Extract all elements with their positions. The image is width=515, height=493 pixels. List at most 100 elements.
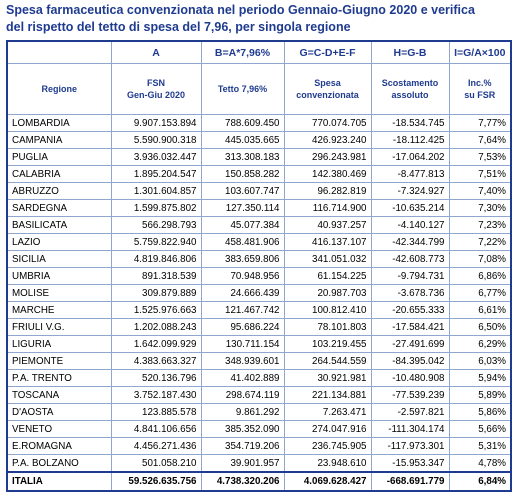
value-cell: 4,78% [448, 454, 512, 473]
column-header: Regione [6, 63, 112, 115]
value-cell: -117.973.301 [370, 437, 450, 455]
value-cell: -27.491.699 [370, 335, 450, 353]
header-cell: A [110, 40, 202, 64]
value-cell: 70.948.956 [200, 267, 285, 285]
value-cell: 5,86% [448, 403, 512, 421]
table-row: CALABRIA 1.895.204.547 150.858.282 142.380.… [6, 165, 512, 183]
value-cell: -10.635.214 [370, 199, 450, 217]
value-cell: -17.064.202 [370, 148, 450, 166]
value-cell: 426.923.240 [283, 131, 372, 149]
table-row: P.A. TRENTO 520.136.796 41.402.889 30.921.9… [6, 369, 512, 387]
value-cell: -9.794.731 [370, 267, 450, 285]
value-cell: 501.058.210 [110, 454, 202, 473]
value-cell: 9.861.292 [200, 403, 285, 421]
value-cell: 309.879.889 [110, 284, 202, 302]
header-codes: A B=A*7,96% G=C-D+E-F H=G-B I=G/A×100 [6, 40, 512, 64]
value-cell: 341.051.032 [283, 250, 372, 268]
value-cell: 7,64% [448, 131, 512, 149]
value-cell: 6,86% [448, 267, 512, 285]
value-cell: 9.907.153.894 [110, 114, 202, 132]
value-cell: 6,84% [448, 471, 512, 492]
value-cell: 4.383.663.327 [110, 352, 202, 370]
value-cell: 891.318.539 [110, 267, 202, 285]
value-cell: 7,53% [448, 148, 512, 166]
value-cell: 7,51% [448, 165, 512, 183]
value-cell: 1.895.204.547 [110, 165, 202, 183]
value-cell: 96.282.819 [283, 182, 372, 200]
value-cell: 142.380.469 [283, 165, 372, 183]
value-cell: 7,40% [448, 182, 512, 200]
value-cell: 6,03% [448, 352, 512, 370]
value-cell: 4.841.106.656 [110, 420, 202, 438]
value-cell: 103.607.747 [200, 182, 285, 200]
header-cell [6, 40, 112, 64]
value-cell: 127.350.114 [200, 199, 285, 217]
value-cell: -8.477.813 [370, 165, 450, 183]
value-cell: -18.534.745 [370, 114, 450, 132]
value-cell: 5,66% [448, 420, 512, 438]
table-row: SARDEGNA 1.599.875.802 127.350.114 116.714.… [6, 199, 512, 217]
table-row: E.ROMAGNA 4.456.271.436 354.719.206 236.745… [6, 437, 512, 455]
table-row: SICILIA 4.819.846.806 383.659.806 341.051.0… [6, 250, 512, 268]
value-cell: 6,77% [448, 284, 512, 302]
value-cell: 7.263.471 [283, 403, 372, 421]
region-cell: PUGLIA [6, 148, 112, 166]
column-header: Scostamento assoluto [370, 63, 450, 115]
region-cell: TOSCANA [6, 386, 112, 404]
table-row: ABRUZZO 1.301.604.857 103.607.747 96.282.81… [6, 182, 512, 200]
table-row: TOSCANA 3.752.187.430 298.674.119 221.134.8… [6, 386, 512, 404]
region-cell: E.ROMAGNA [6, 437, 112, 455]
value-cell: 3.936.032.447 [110, 148, 202, 166]
table-row: D'AOSTA 123.885.578 9.861.292 7.263.471 -2.5… [6, 403, 512, 421]
table-row: CAMPANIA 5.590.900.318 445.035.665 426.923.… [6, 131, 512, 149]
value-cell: 383.659.806 [200, 250, 285, 268]
value-cell: 5.759.822.940 [110, 233, 202, 251]
value-cell: 78.101.803 [283, 318, 372, 336]
value-cell: -17.584.421 [370, 318, 450, 336]
region-cell: FRIULI V.G. [6, 318, 112, 336]
value-cell: 298.674.119 [200, 386, 285, 404]
column-header: Tetto 7,96% [200, 63, 285, 115]
value-cell: -84.395.042 [370, 352, 450, 370]
value-cell: 348.939.601 [200, 352, 285, 370]
value-cell: 116.714.900 [283, 199, 372, 217]
value-cell: -111.304.174 [370, 420, 450, 438]
value-cell: -2.597.821 [370, 403, 450, 421]
value-cell: -42.344.799 [370, 233, 450, 251]
table-row: UMBRIA 891.318.539 70.948.956 61.154.225 -9.… [6, 267, 512, 285]
value-cell: 23.948.610 [283, 454, 372, 473]
value-cell: 103.219.455 [283, 335, 372, 353]
column-header: Inc.% su FSR [448, 63, 512, 115]
value-cell: 6,29% [448, 335, 512, 353]
region-cell: MARCHE [6, 301, 112, 319]
table-row: PIEMONTE 4.383.663.327 348.939.601 264.544.… [6, 352, 512, 370]
value-cell: 7,22% [448, 233, 512, 251]
value-cell: 7,30% [448, 199, 512, 217]
value-cell: 313.308.183 [200, 148, 285, 166]
value-cell: 40.937.257 [283, 216, 372, 234]
value-cell: 274.047.916 [283, 420, 372, 438]
title: Spesa farmaceutica convenzionata nel per… [6, 2, 511, 36]
value-cell: 39.901.957 [200, 454, 285, 473]
total-row: ITALIA 59.526.635.756 4.738.320.206 4.069.6… [6, 471, 512, 492]
value-cell: 770.074.705 [283, 114, 372, 132]
value-cell: 61.154.225 [283, 267, 372, 285]
region-cell: SARDEGNA [6, 199, 112, 217]
value-cell: 20.987.703 [283, 284, 372, 302]
region-cell: MOLISE [6, 284, 112, 302]
region-cell: UMBRIA [6, 267, 112, 285]
value-cell: -20.655.333 [370, 301, 450, 319]
value-cell: 296.243.981 [283, 148, 372, 166]
value-cell: 566.298.793 [110, 216, 202, 234]
table-row: VENETO 4.841.106.656 385.352.090 274.047.91… [6, 420, 512, 438]
value-cell: 354.719.206 [200, 437, 285, 455]
value-cell: 30.921.981 [283, 369, 372, 387]
region-cell: BASILICATA [6, 216, 112, 234]
value-cell: 1.525.976.663 [110, 301, 202, 319]
value-cell: 264.544.559 [283, 352, 372, 370]
region-cell: CALABRIA [6, 165, 112, 183]
table-body: LOMBARDIA 9.907.153.894 788.609.450 770.074… [6, 114, 512, 492]
value-cell: 59.526.635.756 [110, 471, 202, 492]
region-cell: LOMBARDIA [6, 114, 112, 132]
